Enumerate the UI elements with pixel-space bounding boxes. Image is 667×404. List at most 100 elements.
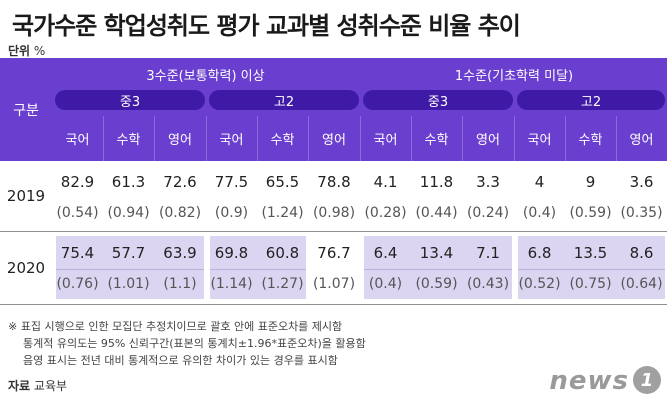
table-header: 구분 3수준(보통학력) 이상 1수준(기초학력 미달) 중3 고2 중3 고2… xyxy=(0,58,667,161)
column-divider xyxy=(565,116,566,161)
news1-logo-mark: 1 xyxy=(633,366,661,394)
source-label: 자료 xyxy=(8,379,31,393)
subject-header: 국어 xyxy=(527,132,552,148)
unit-label: 단위 xyxy=(8,44,31,58)
subject-header: 수학 xyxy=(424,132,449,148)
subject-header: 영어 xyxy=(629,132,654,148)
column-divider xyxy=(616,116,617,161)
value-cell: 6.4 xyxy=(373,244,398,262)
table-row-2019: 2019 82.9 61.3 72.6 77.5 65.5 78.8 4.1 1… xyxy=(0,161,667,231)
group-header-level1: 1수준(기초학력 미달) xyxy=(454,68,574,84)
source-value: 교육부 xyxy=(33,379,68,393)
value-cell: 69.8 xyxy=(214,244,249,262)
value-cell: 3.3 xyxy=(476,173,500,191)
stderr-cell: (0.43) xyxy=(466,276,510,292)
column-divider xyxy=(154,116,155,161)
year-cell: 2020 xyxy=(6,258,46,277)
stderr-cell: (1.01) xyxy=(107,276,150,292)
stderr-cell: (0.98) xyxy=(312,205,356,221)
stderr-cell: (0.35) xyxy=(620,205,663,221)
year-cell: 2019 xyxy=(6,187,46,205)
value-cell: 82.9 xyxy=(60,173,95,191)
value-cell: 9 xyxy=(585,173,596,191)
stderr-cell: (0.44) xyxy=(415,205,458,221)
stderr-cell: (1.27) xyxy=(261,276,304,292)
group-header-level3: 3수준(보통학력) 이상 xyxy=(146,68,265,84)
row-divider xyxy=(0,231,667,232)
stderr-cell: (0.28) xyxy=(364,205,407,221)
column-divider xyxy=(308,116,309,161)
news1-logo-text: news xyxy=(549,366,629,396)
value-cell: 75.4 xyxy=(60,244,95,262)
value-cell: 76.7 xyxy=(317,244,351,262)
significance-shade xyxy=(210,236,306,299)
footnote-line: ※ 표집 시행으로 인한 모집단 추정치이므로 괄호 안에 표준오차를 제시함 xyxy=(8,320,343,333)
stderr-cell: (1.07) xyxy=(312,276,356,292)
cell-divider xyxy=(518,269,665,270)
unit-value: % xyxy=(33,44,46,58)
cell-divider xyxy=(210,269,306,270)
stderr-cell: (0.76) xyxy=(56,276,99,292)
subject-header: 영어 xyxy=(322,132,346,148)
subject-header: 국어 xyxy=(373,132,398,148)
significance-shade xyxy=(56,236,204,299)
value-cell: 11.8 xyxy=(419,173,454,191)
value-cell: 57.7 xyxy=(111,244,146,262)
stderr-cell: (0.59) xyxy=(415,276,458,292)
table-bottom-border xyxy=(0,304,667,305)
stderr-cell: (0.24) xyxy=(466,205,510,221)
column-divider xyxy=(411,116,412,161)
footnotes: ※ 표집 시행으로 인한 모집단 추정치이므로 괄호 안에 표준오차를 제시함 … xyxy=(8,318,366,369)
grade-pill-high2-level1: 고2 xyxy=(517,90,665,110)
column-divider xyxy=(206,116,207,161)
value-cell: 78.8 xyxy=(317,173,351,191)
value-cell: 72.6 xyxy=(163,173,197,191)
significance-shade xyxy=(364,236,512,299)
value-cell: 60.8 xyxy=(265,244,300,262)
subject-header: 수학 xyxy=(578,132,603,148)
subject-header: 국어 xyxy=(65,132,90,148)
subject-header: 영어 xyxy=(476,132,500,148)
stderr-cell: (0.52) xyxy=(518,276,561,292)
stderr-cell: (0.75) xyxy=(569,276,612,292)
value-cell: 61.3 xyxy=(111,173,146,191)
stderr-cell: (0.54) xyxy=(56,205,99,221)
subject-header: 수학 xyxy=(116,132,141,148)
value-cell: 65.5 xyxy=(265,173,300,191)
value-cell: 6.8 xyxy=(527,244,552,262)
value-cell: 4.1 xyxy=(373,173,398,191)
column-divider xyxy=(360,116,361,161)
table-row-2020: 2020 75.4 57.7 63.9 69.8 60.8 76.7 6.4 1… xyxy=(0,232,667,303)
column-divider xyxy=(103,116,104,161)
cell-divider xyxy=(56,269,204,270)
column-divider xyxy=(462,116,463,161)
source-note: 자료 교육부 xyxy=(8,377,67,394)
column-divider xyxy=(257,116,258,161)
significance-shade xyxy=(518,236,665,299)
stderr-cell: (1.14) xyxy=(210,276,253,292)
grade-pill-mid3-level3: 중3 xyxy=(55,90,205,110)
header-gubun: 구분 xyxy=(13,102,39,119)
footnote-line: 음영 표시는 전년 대비 통계적으로 유의한 차이가 있는 경우를 표시함 xyxy=(23,354,338,367)
stderr-cell: (0.59) xyxy=(569,205,612,221)
subject-header: 국어 xyxy=(219,132,244,148)
stderr-cell: (0.4) xyxy=(522,205,557,221)
cell-divider xyxy=(364,269,512,270)
subject-header: 영어 xyxy=(168,132,192,148)
stderr-cell: (0.4) xyxy=(368,276,403,292)
subject-header: 수학 xyxy=(270,132,295,148)
stderr-cell: (0.64) xyxy=(620,276,663,292)
stderr-cell: (0.9) xyxy=(214,205,249,221)
value-cell: 63.9 xyxy=(163,244,197,262)
value-cell: 8.6 xyxy=(629,244,654,262)
stderr-cell: (1.1) xyxy=(163,276,197,292)
stderr-cell: (0.82) xyxy=(158,205,202,221)
value-cell: 3.6 xyxy=(629,173,654,191)
value-cell: 13.5 xyxy=(573,244,608,262)
footnote-line: 통계적 유의도는 95% 신뢰구간(표본의 통계치±1.96*표준오차)을 활용… xyxy=(23,337,366,350)
grade-pill-mid3-level1: 중3 xyxy=(363,90,513,110)
value-cell: 77.5 xyxy=(214,173,249,191)
value-cell: 13.4 xyxy=(419,244,454,262)
grade-pill-high2-level3: 고2 xyxy=(209,90,359,110)
column-divider xyxy=(514,116,515,161)
